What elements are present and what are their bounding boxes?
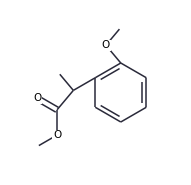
Text: O: O (33, 93, 41, 103)
Text: O: O (102, 40, 110, 50)
Text: O: O (53, 130, 61, 140)
